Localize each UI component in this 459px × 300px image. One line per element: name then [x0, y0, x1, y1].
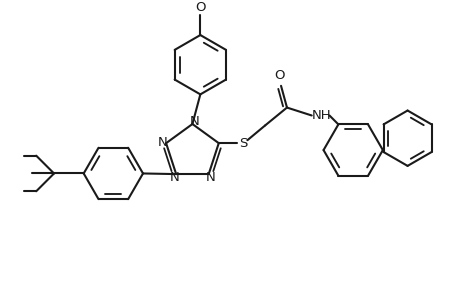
Text: N: N — [189, 115, 199, 128]
Text: O: O — [195, 1, 205, 14]
Text: S: S — [239, 137, 247, 150]
Text: N: N — [205, 171, 215, 184]
Text: NH: NH — [311, 109, 330, 122]
Text: N: N — [157, 136, 167, 149]
Text: N: N — [169, 171, 179, 184]
Text: O: O — [273, 69, 284, 82]
